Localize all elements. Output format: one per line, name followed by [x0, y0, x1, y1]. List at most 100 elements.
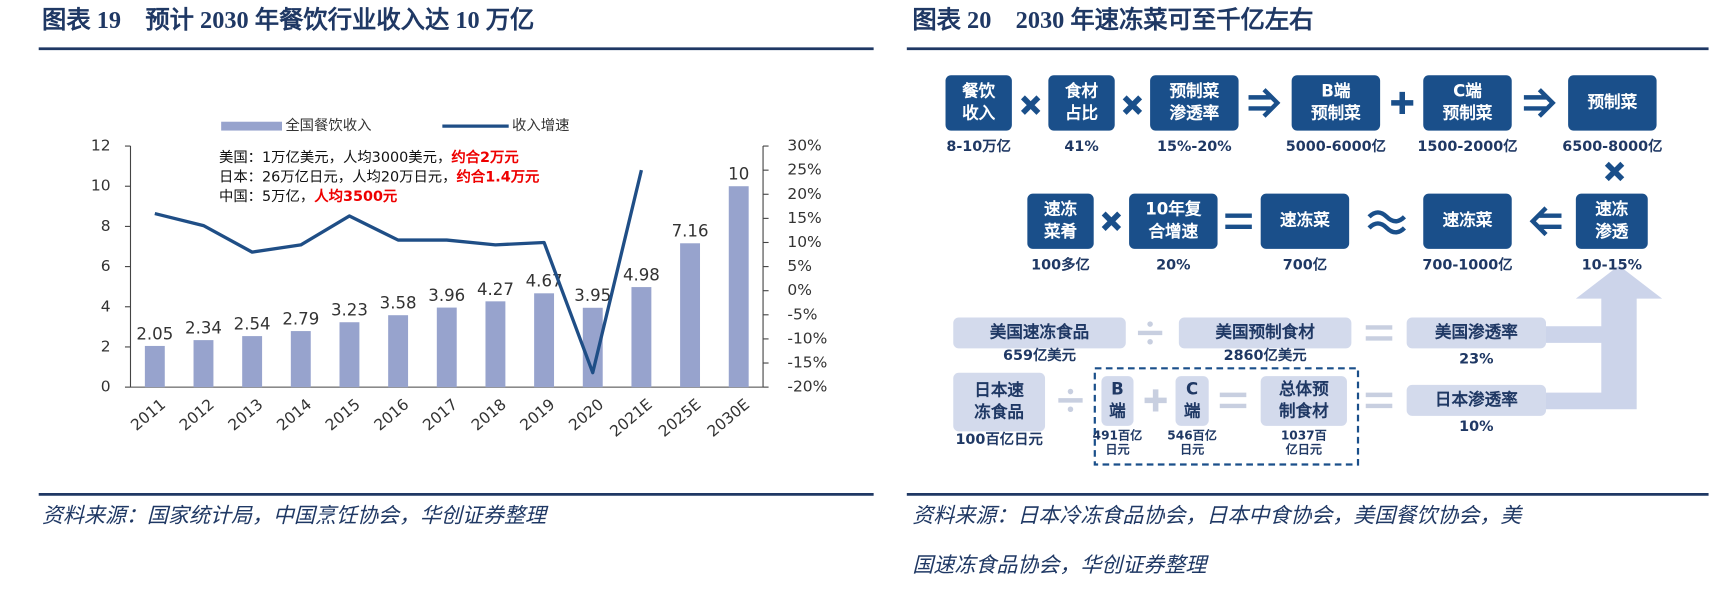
- node-label: 合增速: [1148, 221, 1198, 241]
- node-label: 美国预制食材: [1215, 321, 1315, 341]
- y-tick-label: 10: [91, 177, 111, 195]
- bar: [144, 345, 165, 388]
- y2-tick-label: -15%: [787, 354, 827, 372]
- group-box: [1093, 367, 1360, 466]
- legend-label: 收入增速: [512, 117, 569, 134]
- x-tick-label: 2019: [517, 395, 559, 434]
- node-box: [1406, 384, 1547, 416]
- x-tick-label: 2018: [468, 395, 510, 434]
- operator: [1523, 88, 1556, 118]
- node-caption: 1037百: [1281, 428, 1327, 442]
- y-tick-label: 2: [101, 337, 111, 355]
- bar: [388, 315, 409, 388]
- y-tick-label: 12: [91, 137, 111, 155]
- node-caption: 2860亿美元: [1224, 346, 1308, 364]
- bar: [680, 243, 701, 388]
- x-tick-label: 2030E: [704, 395, 753, 440]
- value-label: 4.67: [526, 272, 563, 291]
- node-box: [945, 75, 1012, 131]
- node-label: 渗透: [1595, 221, 1629, 241]
- legend-label: 全国餐饮收入: [285, 116, 371, 134]
- node-box: [1568, 75, 1657, 131]
- bar: [339, 322, 360, 388]
- y-tick-label: 6: [101, 257, 111, 275]
- value-label: 2.54: [234, 315, 271, 334]
- node-label: 预制菜: [1587, 91, 1637, 111]
- annotation-highlight: 人均3500元: [314, 187, 398, 205]
- operator: [1365, 325, 1393, 341]
- operator: [1248, 88, 1281, 118]
- node-caption: 6500-8000亿: [1562, 137, 1662, 155]
- node-box: [1291, 75, 1381, 131]
- node-label: 10年复: [1145, 199, 1202, 219]
- node-box: [1101, 376, 1134, 426]
- value-label: 3.23: [331, 301, 368, 320]
- y2-tick-label: 30%: [787, 137, 821, 155]
- value-label: 2.05: [136, 324, 173, 343]
- annotation: 美国：1万亿美元，人均3000美元，约合2万元: [219, 148, 519, 166]
- operator: [1067, 388, 1074, 395]
- layer: 0 2 4 6 8 10 12 -20% -15% -10% -5% 0% 5% 10% 15% 20% 25%…: [91, 75, 1662, 457]
- node-label: 速冻菜: [1280, 210, 1330, 230]
- value-label: 3.95: [574, 286, 611, 305]
- x-tick-label: 2025E: [655, 395, 704, 440]
- node-label: 美国渗透率: [1435, 321, 1518, 341]
- node-box: [1260, 376, 1347, 426]
- figure-title: 图表 20 2030 年速冻菜可至千亿左右: [912, 6, 1313, 34]
- node-label: 美国速冻食品: [990, 321, 1089, 341]
- node-box: [1423, 193, 1512, 249]
- bar: [582, 307, 603, 388]
- node-box: [1048, 75, 1115, 131]
- value-label: 3.58: [380, 294, 417, 313]
- node-label: 餐饮: [962, 80, 996, 100]
- x-tick-label: 2020: [565, 395, 607, 434]
- bar: [534, 293, 555, 388]
- node-box: [1027, 193, 1094, 249]
- x-tick-label: 2016: [371, 395, 413, 434]
- y2-tick-label: -5%: [787, 305, 817, 323]
- node-box: [1260, 193, 1350, 249]
- x-tick-label: 2021E: [606, 395, 655, 440]
- y2-tick-label: 10%: [787, 233, 821, 251]
- node-label: 预制菜: [1169, 80, 1219, 100]
- bar: [436, 307, 457, 388]
- bar: [242, 336, 263, 388]
- operator: [1225, 213, 1252, 229]
- node-label: 占比: [1065, 102, 1098, 122]
- operator: [1604, 161, 1625, 182]
- node-label: B端: [1321, 80, 1351, 100]
- node-label: C: [1186, 379, 1198, 398]
- node-label: 速冻菜: [1443, 210, 1493, 230]
- source: 国速冻食品协会，华创证券整理: [912, 553, 1209, 577]
- annotation-text: 中国：5万亿，: [219, 188, 314, 205]
- node-label: 制食材: [1279, 401, 1329, 421]
- node-box: [953, 372, 1046, 432]
- value-label: 2.79: [282, 310, 319, 329]
- operator: [1122, 95, 1143, 115]
- node-label: 冻食品: [974, 402, 1024, 422]
- node-caption: 1500-2000亿: [1417, 137, 1517, 155]
- node-label: 日本渗透率: [1435, 389, 1518, 409]
- node-label: B: [1111, 379, 1124, 398]
- node-caption: 10%: [1459, 419, 1493, 435]
- y2-tick-label: -10%: [787, 329, 827, 347]
- y2-tick-label: 25%: [787, 161, 821, 179]
- y-tick-label: 0: [101, 378, 111, 396]
- node-caption: 8-10万亿: [946, 137, 1011, 155]
- y2-tick-label: 5%: [787, 257, 812, 275]
- value-label: 2.34: [185, 319, 222, 338]
- annotation-highlight: 约合2万元: [451, 148, 519, 166]
- bar: [728, 186, 749, 388]
- node-caption: 日元: [1105, 443, 1129, 457]
- operator: [1147, 321, 1153, 327]
- figure-title: 图表 19 预计 2030 年餐饮行业收入达 10 万亿: [42, 6, 534, 34]
- node-label: 食材: [1065, 80, 1099, 100]
- value-label: 3.96: [428, 286, 465, 305]
- y2-tick-label: 20%: [787, 185, 821, 203]
- node-caption: 700亿: [1283, 255, 1327, 273]
- y2-tick-label: -20%: [787, 378, 827, 396]
- node-label: 渗透率: [1169, 102, 1219, 122]
- node-caption: 100百亿日元: [955, 430, 1043, 448]
